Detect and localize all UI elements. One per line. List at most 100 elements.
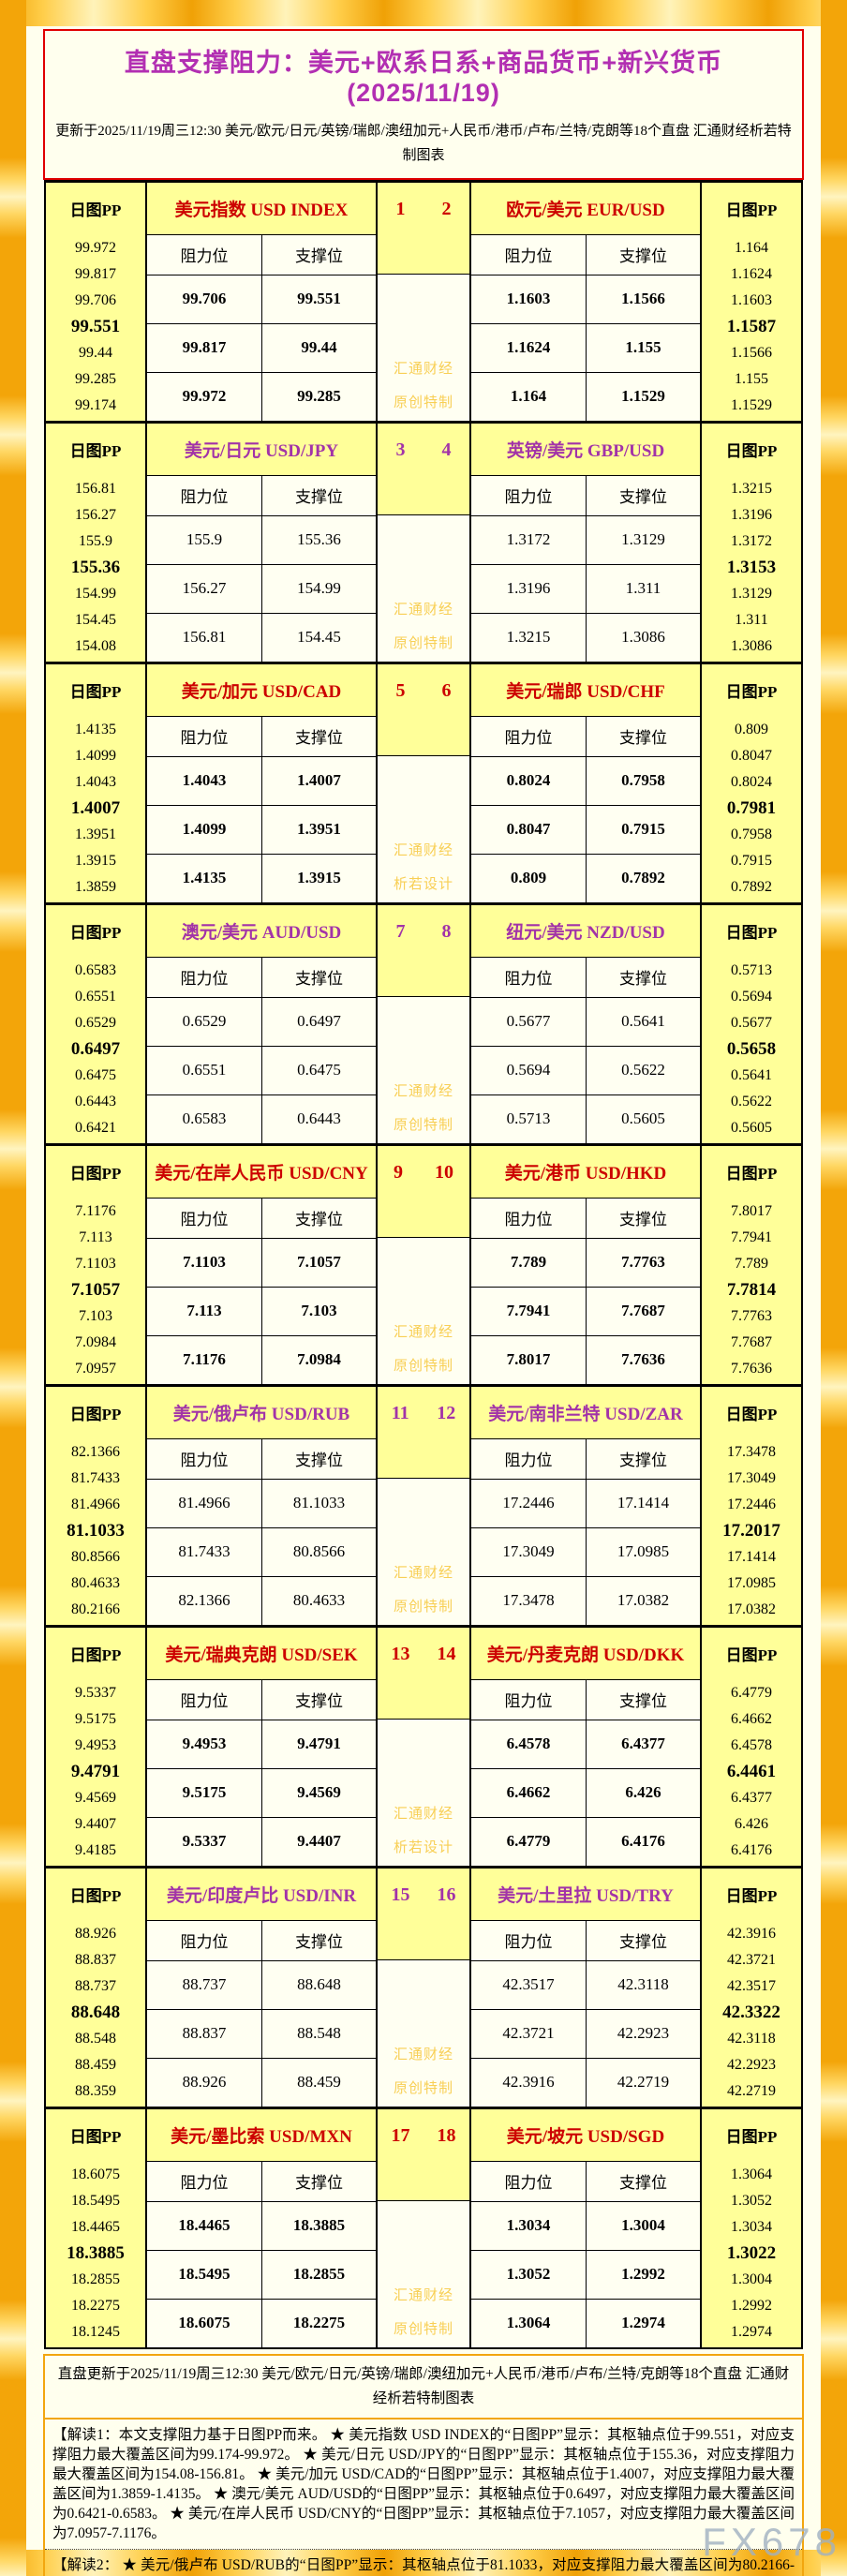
pp-value: 88.837 bbox=[75, 1951, 116, 1968]
pp-header-label: 日图PP bbox=[725, 924, 778, 942]
resistance-value: 9.5337 bbox=[147, 1816, 261, 1866]
pp-value: 1.2992 bbox=[731, 2297, 772, 2314]
support-value: 88.459 bbox=[261, 2057, 376, 2107]
pp-header-label: 日图PP bbox=[69, 2128, 122, 2146]
support-value: 154.45 bbox=[261, 612, 376, 662]
resistance-value: 1.3034 bbox=[471, 2200, 586, 2250]
pp-header-label: 日图PP bbox=[725, 1406, 778, 1423]
pp-pivot-value: 18.3885 bbox=[67, 2242, 125, 2263]
support-value: 0.7892 bbox=[586, 853, 700, 902]
resistance-value: 1.3172 bbox=[471, 514, 586, 564]
pp-values: 0.5713 0.5694 0.5677 0.5658 0.5641 0.5622 0.56… bbox=[702, 958, 801, 1143]
pp-values: 7.8017 7.7941 7.789 7.7814 7.7763 7.7687 7.763… bbox=[702, 1199, 801, 1384]
daily-pp-column-left: 日图PP 1.4135 1.4099 1.4043 1.4007 1.3951 1.391… bbox=[46, 663, 145, 902]
pp-value: 0.7915 bbox=[731, 852, 772, 869]
watermark-line-2: 析若设计 bbox=[393, 876, 453, 892]
support-value: 1.2974 bbox=[586, 2298, 700, 2347]
pp-value: 7.1176 bbox=[75, 1202, 116, 1219]
pp-value: 1.1603 bbox=[731, 291, 772, 308]
watermark-line-2: 原创特制 bbox=[393, 635, 453, 651]
pivot-levels-table: 日图PP 99.972 99.817 99.706 99.551 99.44 99.285… bbox=[44, 179, 803, 2349]
watermark-line-1: 汇通财经 bbox=[393, 1324, 453, 1340]
pair-number-badges: 13 14 bbox=[378, 1627, 469, 1720]
pair-number-badges: 11 12 bbox=[378, 1386, 469, 1479]
pp-value: 80.4633 bbox=[71, 1574, 120, 1591]
pp-value: 0.5677 bbox=[731, 1014, 772, 1031]
pp-value: 1.3172 bbox=[731, 532, 772, 549]
badge-number-right: 12 bbox=[437, 1402, 456, 1423]
support-value: 9.4791 bbox=[261, 1719, 376, 1768]
pp-value: 7.7941 bbox=[731, 1228, 772, 1245]
pp-header-label: 日图PP bbox=[69, 1406, 122, 1423]
pp-value: 88.459 bbox=[75, 2056, 116, 2073]
badge-number-left: 1 bbox=[395, 198, 406, 219]
pp-value: 9.4569 bbox=[75, 1789, 116, 1806]
pair-title-right: 美元/港币 USD/HKD bbox=[471, 1145, 700, 1199]
support-header: 支撑位 bbox=[261, 1438, 376, 1479]
pp-header-label: 日图PP bbox=[69, 1887, 122, 1905]
badge-number-left: 13 bbox=[391, 1643, 410, 1664]
support-value: 7.7763 bbox=[586, 1237, 700, 1287]
resistance-value: 1.4099 bbox=[147, 804, 261, 854]
pp-values: 9.5337 9.5175 9.4953 9.4791 9.4569 9.4407 9.41… bbox=[46, 1680, 145, 1866]
pp-value: 1.4043 bbox=[75, 773, 116, 790]
support-value: 1.1529 bbox=[586, 371, 700, 421]
watermark-line-2: 原创特制 bbox=[393, 2080, 453, 2096]
badge-number-right: 4 bbox=[441, 439, 452, 460]
resistance-value: 155.9 bbox=[147, 514, 261, 564]
levels-table-left: 美元/日元 USD/JPY 阻力位 支撑位 155.9 155.36 156.27 1… bbox=[145, 423, 378, 662]
pp-value: 1.4099 bbox=[75, 747, 116, 764]
daily-pp-column-right: 日图PP 0.5713 0.5694 0.5677 0.5658 0.5641 0.562… bbox=[702, 904, 801, 1143]
resistance-value: 1.4135 bbox=[147, 853, 261, 902]
middle-column: 17 18 汇通财经 原创特制 bbox=[378, 2108, 469, 2347]
resistance-value: 1.1624 bbox=[471, 322, 586, 372]
pp-value: 88.548 bbox=[75, 2030, 116, 2047]
support-value: 80.8566 bbox=[261, 1526, 376, 1576]
levels-table-right: 纽元/美元 NZD/USD 阻力位 支撑位 0.5677 0.5641 0.5694… bbox=[469, 904, 702, 1143]
pp-value: 99.174 bbox=[75, 396, 116, 413]
currency-pair-block: 日图PP 99.972 99.817 99.706 99.551 99.44 99.285… bbox=[46, 179, 801, 421]
pp-value: 1.3196 bbox=[731, 506, 772, 523]
badge-number-left: 5 bbox=[395, 679, 406, 701]
pair-title-right: 纽元/美元 NZD/USD bbox=[471, 904, 700, 958]
support-header: 支撑位 bbox=[586, 234, 700, 275]
pp-value: 18.2855 bbox=[71, 2271, 120, 2287]
pair-title-right: 欧元/美元 EUR/USD bbox=[471, 182, 700, 235]
levels-table-right: 英镑/美元 GBP/USD 阻力位 支撑位 1.3172 1.3129 1.3196… bbox=[469, 423, 702, 662]
pp-values: 0.6583 0.6551 0.6529 0.6497 0.6475 0.6443 0.64… bbox=[46, 958, 145, 1143]
pp-value: 80.8566 bbox=[71, 1548, 120, 1565]
pp-value: 1.3129 bbox=[731, 585, 772, 602]
resistance-value: 1.3064 bbox=[471, 2298, 586, 2347]
resistance-value: 7.113 bbox=[147, 1286, 261, 1335]
resistance-value: 156.27 bbox=[147, 563, 261, 613]
site-watermark: 汇通财经 原创特制 bbox=[378, 997, 469, 1143]
content-area: 直盘支撑阻力：美元+欧系日系+商品货币+新兴货币(2025/11/19) 更新于… bbox=[26, 26, 821, 2576]
watermark-line-1: 汇通财经 bbox=[393, 361, 453, 377]
pp-values: 99.972 99.817 99.706 99.551 99.44 99.285 99.17… bbox=[46, 235, 145, 421]
title-box: 直盘支撑阻力：美元+欧系日系+商品货币+新兴货币(2025/11/19) 更新于… bbox=[43, 29, 804, 180]
pp-value: 1.4135 bbox=[75, 721, 116, 737]
badge-number-left: 15 bbox=[391, 1884, 410, 1905]
support-header: 支撑位 bbox=[586, 475, 700, 515]
resistance-value: 1.3052 bbox=[471, 2249, 586, 2299]
pp-value: 17.0382 bbox=[727, 1601, 776, 1617]
badge-number-right: 10 bbox=[435, 1161, 453, 1183]
levels-table-left: 澳元/美元 AUD/USD 阻力位 支撑位 0.6529 0.6497 0.6551… bbox=[145, 904, 378, 1143]
pp-value: 1.3064 bbox=[731, 2166, 772, 2182]
pp-value: 7.0957 bbox=[75, 1360, 116, 1377]
pp-value: 18.5495 bbox=[71, 2192, 120, 2209]
support-value: 1.4007 bbox=[261, 755, 376, 805]
resistance-header: 阻力位 bbox=[147, 234, 261, 275]
resistance-value: 7.8017 bbox=[471, 1334, 586, 1384]
middle-column: 9 10 汇通财经 原创特制 bbox=[378, 1145, 469, 1384]
resistance-header: 阻力位 bbox=[471, 716, 586, 756]
pair-title-left: 美元/俄卢布 USD/RUB bbox=[147, 1386, 376, 1439]
pp-pivot-value: 9.4791 bbox=[70, 1761, 121, 1781]
pp-value: 156.27 bbox=[75, 506, 116, 523]
resistance-value: 6.4662 bbox=[471, 1767, 586, 1817]
support-header: 支撑位 bbox=[261, 1198, 376, 1238]
badge-number-left: 3 bbox=[395, 439, 406, 460]
support-header: 支撑位 bbox=[261, 234, 376, 275]
site-watermark: 汇通财经 原创特制 bbox=[378, 2201, 469, 2347]
support-header: 支撑位 bbox=[586, 1438, 700, 1479]
